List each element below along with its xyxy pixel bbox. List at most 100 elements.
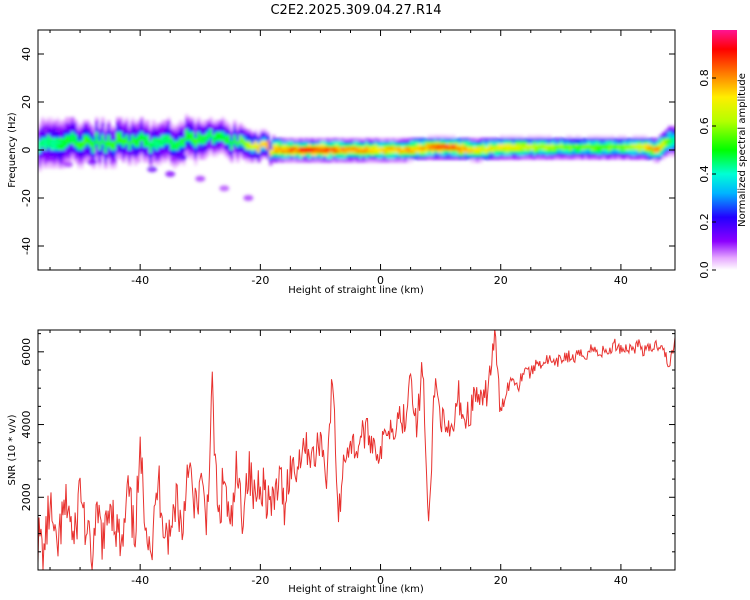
heatmap-cell xyxy=(392,141,396,145)
heatmap-cell xyxy=(197,144,201,148)
heatmap-cell xyxy=(47,120,51,124)
heatmap-cell xyxy=(215,138,219,142)
heatmap-cell xyxy=(182,135,186,139)
heatmap-cell xyxy=(125,117,129,121)
heatmap-cell xyxy=(455,138,459,142)
heatmap-cell xyxy=(455,144,459,148)
heatmap-cell xyxy=(236,147,240,151)
heatmap-cell xyxy=(581,156,585,160)
heatmap-cell xyxy=(563,147,567,151)
heatmap-cell xyxy=(194,123,198,127)
heatmap-cell xyxy=(170,123,174,127)
heatmap-cell xyxy=(83,126,87,130)
heatmap-cell xyxy=(44,150,48,154)
heatmap-cell xyxy=(446,135,450,139)
heatmap-cell xyxy=(326,138,330,142)
heatmap-cell xyxy=(590,144,594,148)
heatmap-cell xyxy=(95,117,99,121)
heatmap-cell xyxy=(188,126,192,130)
heatmap-cell xyxy=(59,150,63,154)
heatmap-cell xyxy=(533,135,537,139)
heatmap-cell xyxy=(476,138,480,142)
heatmap-cell xyxy=(236,156,240,160)
heatmap-cell xyxy=(80,144,84,148)
heatmap-cell xyxy=(131,132,135,136)
heatmap-cell xyxy=(224,138,228,142)
heatmap-cell xyxy=(422,138,426,142)
heatmap-cell xyxy=(170,141,174,145)
heatmap-cell xyxy=(128,123,132,127)
heatmap-cell xyxy=(566,135,570,139)
heatmap-cell xyxy=(356,150,360,154)
heatmap-cell xyxy=(440,147,444,151)
heatmap-cell xyxy=(56,117,60,121)
heatmap-cell xyxy=(176,147,180,151)
heatmap-cell xyxy=(356,138,360,142)
heatmap-cell xyxy=(536,138,540,142)
heatmap-cell xyxy=(86,153,90,157)
heatmap-cell xyxy=(590,153,594,157)
heatmap-cell xyxy=(596,156,600,160)
heatmap-cell xyxy=(446,150,450,154)
heatmap-cell xyxy=(476,144,480,148)
heatmap-cell xyxy=(443,135,447,139)
heatmap-cell xyxy=(308,144,312,148)
heatmap-cell xyxy=(458,144,462,148)
heatmap-cell xyxy=(521,144,525,148)
heatmap-cell xyxy=(647,141,651,145)
heatmap-cell xyxy=(86,144,90,148)
heatmap-cell xyxy=(74,120,78,124)
heatmap-cell xyxy=(59,153,63,157)
heatmap-cell xyxy=(410,159,414,163)
heatmap-cell xyxy=(140,156,144,160)
heatmap-cell xyxy=(59,141,63,145)
heatmap-cell xyxy=(503,141,507,145)
heatmap-cell xyxy=(149,147,153,151)
heatmap-cell xyxy=(515,150,519,154)
heatmap-cell xyxy=(494,150,498,154)
heatmap-cell xyxy=(542,153,546,157)
heatmap-cell xyxy=(374,156,378,160)
heatmap-cell xyxy=(56,165,60,169)
heatmap-cell xyxy=(227,138,231,142)
heatmap-cell xyxy=(671,132,675,136)
heatmap-cell xyxy=(569,141,573,145)
heatmap-cell xyxy=(200,147,204,151)
heatmap-cell xyxy=(347,150,351,154)
heatmap-cell xyxy=(137,120,141,124)
heatmap-cell xyxy=(47,117,51,121)
heatmap-cell xyxy=(173,153,177,157)
heatmap-cell xyxy=(371,150,375,154)
heatmap-cell xyxy=(119,135,123,139)
heatmap-cell xyxy=(413,150,417,154)
heatmap-cell xyxy=(419,156,423,160)
heatmap-cell xyxy=(167,150,171,154)
heatmap-cell xyxy=(110,141,114,145)
heatmap-cell xyxy=(593,156,597,160)
heatmap-cell xyxy=(662,132,666,136)
spectrogram-y-tick-label: 40 xyxy=(20,47,33,61)
heatmap-cell xyxy=(122,141,126,145)
heatmap-cell xyxy=(326,147,330,151)
heatmap-cell xyxy=(647,150,651,154)
heatmap-cell xyxy=(605,156,609,160)
heatmap-cell xyxy=(86,147,90,151)
heatmap-cell xyxy=(65,129,69,133)
heatmap-cell xyxy=(74,144,78,148)
heatmap-cell xyxy=(269,147,273,151)
heatmap-cell xyxy=(266,144,270,148)
heatmap-cell xyxy=(170,129,174,133)
heatmap-cell xyxy=(110,129,114,133)
heatmap-cell xyxy=(92,141,96,145)
heatmap-cell xyxy=(224,123,228,127)
heatmap-cell xyxy=(47,138,51,142)
heatmap-cell xyxy=(344,141,348,145)
heatmap-cell xyxy=(590,141,594,145)
heatmap-cell xyxy=(167,126,171,130)
heatmap-cell xyxy=(260,135,264,139)
heatmap-cell xyxy=(131,117,135,121)
heatmap-cell xyxy=(575,153,579,157)
snr-x-tick-label: 20 xyxy=(494,574,508,587)
heatmap-cell xyxy=(662,153,666,157)
heatmap-cell xyxy=(665,153,669,157)
